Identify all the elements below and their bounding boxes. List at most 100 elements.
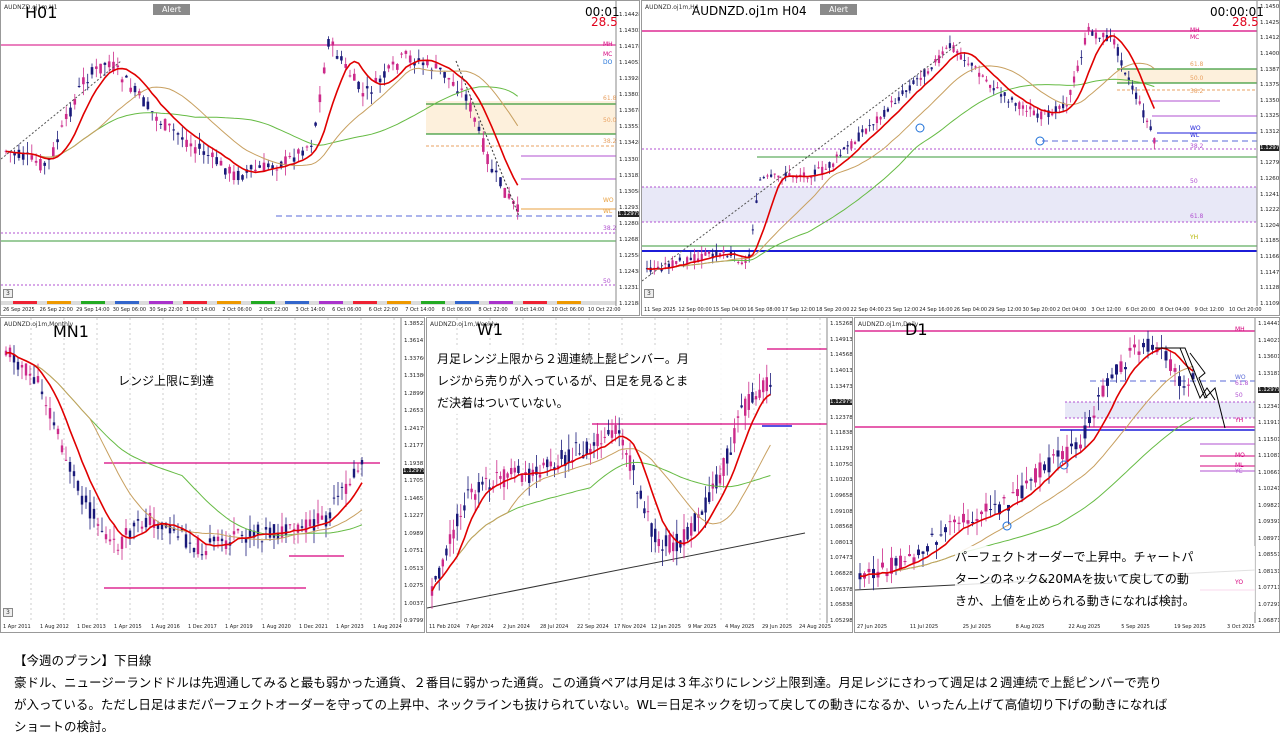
d1-annotation-line: パーフェクトオーダーで上昇中。チャートパ [955,550,1194,564]
h1-scroll-tools[interactable]: 3 [3,289,13,298]
date-tick: 27 Jun 2025 [857,624,888,630]
level-label: MH [1235,326,1245,333]
date-tick: 26 Sep 22:00 [39,307,73,313]
candle-body [168,524,172,534]
d1-chart-panel[interactable]: AUDNZD.oj1m,Daily D1 パーフェクトオーダーで上昇中。チャート… [854,317,1280,633]
candle-body [1124,367,1127,370]
candle-body [438,567,441,579]
candle-body [52,147,55,157]
price-tick: 1.12415 [1260,191,1280,198]
mn-chart-panel[interactable]: AUDNZD.oj1m,Monthly MN1 レンジ上限に到達 1.38522… [0,317,425,633]
h1-chart-panel[interactable]: AUDNZD.oj1m,H1 H01 Alert 00:01 28.5 1.14… [0,0,640,316]
date-tick: 29 Sep 14:00 [76,307,110,313]
candle-body [56,428,60,435]
candle-body [316,513,320,524]
candle-body [810,177,813,179]
price-tick: 1.08551 [1258,552,1280,558]
price-tick: 1.05131 [404,565,425,572]
price-tick: 1.28999 [404,390,425,397]
candle-body [912,80,915,84]
candle-body [494,170,498,173]
candle-body [387,65,390,69]
h4-scroll-tools[interactable]: 3 [644,289,654,298]
price-tick: 1.12313 [619,284,640,291]
candle-body [762,177,765,179]
candle-body [204,551,208,556]
price-tick: 1.17051 [404,478,425,485]
candle-body [513,467,516,473]
price-tick: 1.12188 [619,301,640,307]
candle-body [90,67,94,75]
candle-body [292,157,296,162]
price-tick: 1.10661 [1258,469,1280,476]
candle-body [740,262,743,265]
price-tick: 1.09891 [404,530,425,537]
candle-body [417,58,421,62]
candle-body [1131,85,1134,90]
plan-heading: 【今週のプラン】下目線 [14,653,152,668]
h4-alert-button[interactable]: Alert [820,4,858,15]
candle-body [503,187,507,198]
candle-body [1083,425,1087,439]
candle-body [104,534,108,540]
h4-symbol: AUDNZD.oj1m,H4 [645,4,699,11]
candle-body [660,269,663,272]
price-tick: 1.36141 [404,338,425,345]
candle-body [103,62,107,65]
candle-body [32,377,36,384]
h4-chart-panel[interactable]: AUDNZD.oj1m,H4 AUDNZD.oj1m H04 Alert 00:… [641,0,1280,316]
candle-body [344,483,348,494]
candle-body [1146,338,1150,352]
date-tick: 1 Dec 2017 [188,624,217,630]
h1-alert-button[interactable]: Alert [153,4,191,15]
w1-annotation-line: 月足レンジ上限から２週連続上髭ピンバー。月 [437,352,689,366]
candle-body [132,522,136,527]
candle-body [120,536,124,549]
date-tick: 8 Oct 22:00 [478,307,508,313]
w1-chart-panel[interactable]: AUDNZD.oj1m,Weekly W1 月足レンジ上限から２週連続上髭ピンバ… [426,317,853,633]
candle-body [142,97,145,107]
w1-date-axis: 11 Feb 2024 7 Apr 2024 2 Jun 2024 28 Jul 20… [427,623,831,632]
candle-body [916,78,919,80]
candle-body [1113,39,1116,45]
candle-body [1061,451,1064,460]
candle-body [857,132,860,142]
candle-body [404,50,408,54]
candle-body [872,124,875,126]
h1-chart-canvas[interactable] [1,1,640,316]
candle-body [1098,37,1101,39]
candle-body [1083,37,1087,45]
candle-body [747,394,750,410]
date-tick: 3 Oct 14:00 [295,307,325,313]
candle-body [88,502,92,519]
candle-body [163,119,167,131]
mn-chart-canvas[interactable] [1,318,425,633]
candle-body [271,165,274,169]
h4-chart-canvas[interactable] [642,1,1280,316]
price-tick: 0.97991 [404,618,425,624]
price-tick: 1.13058 [619,188,640,195]
candle-body [34,160,38,163]
candle-body [176,133,180,135]
mn-scroll-tools[interactable]: 3 [3,608,13,617]
candle-body [60,125,64,127]
candle-body [773,173,776,175]
candle-body [556,465,560,470]
date-tick: 1 Aug 2012 [40,624,69,630]
candle-body [1072,76,1076,83]
candle-body [510,467,513,475]
date-tick: 29 Sep 12:00 [988,307,1022,313]
candle-body [1047,457,1051,473]
candle-body [284,524,288,536]
date-tick: 30 Sep 20:00 [1022,307,1056,313]
price-tick: 1.14568 [830,352,853,359]
level-label: 38.2 [1190,88,1204,95]
candle-body [108,539,112,542]
candle-body [883,109,886,117]
price-tick: 1.06378 [830,586,853,593]
candle-body [82,77,85,85]
candle-body [879,116,882,120]
candle-body [168,123,171,126]
mn-candles [4,344,364,560]
candle-body [614,425,617,434]
